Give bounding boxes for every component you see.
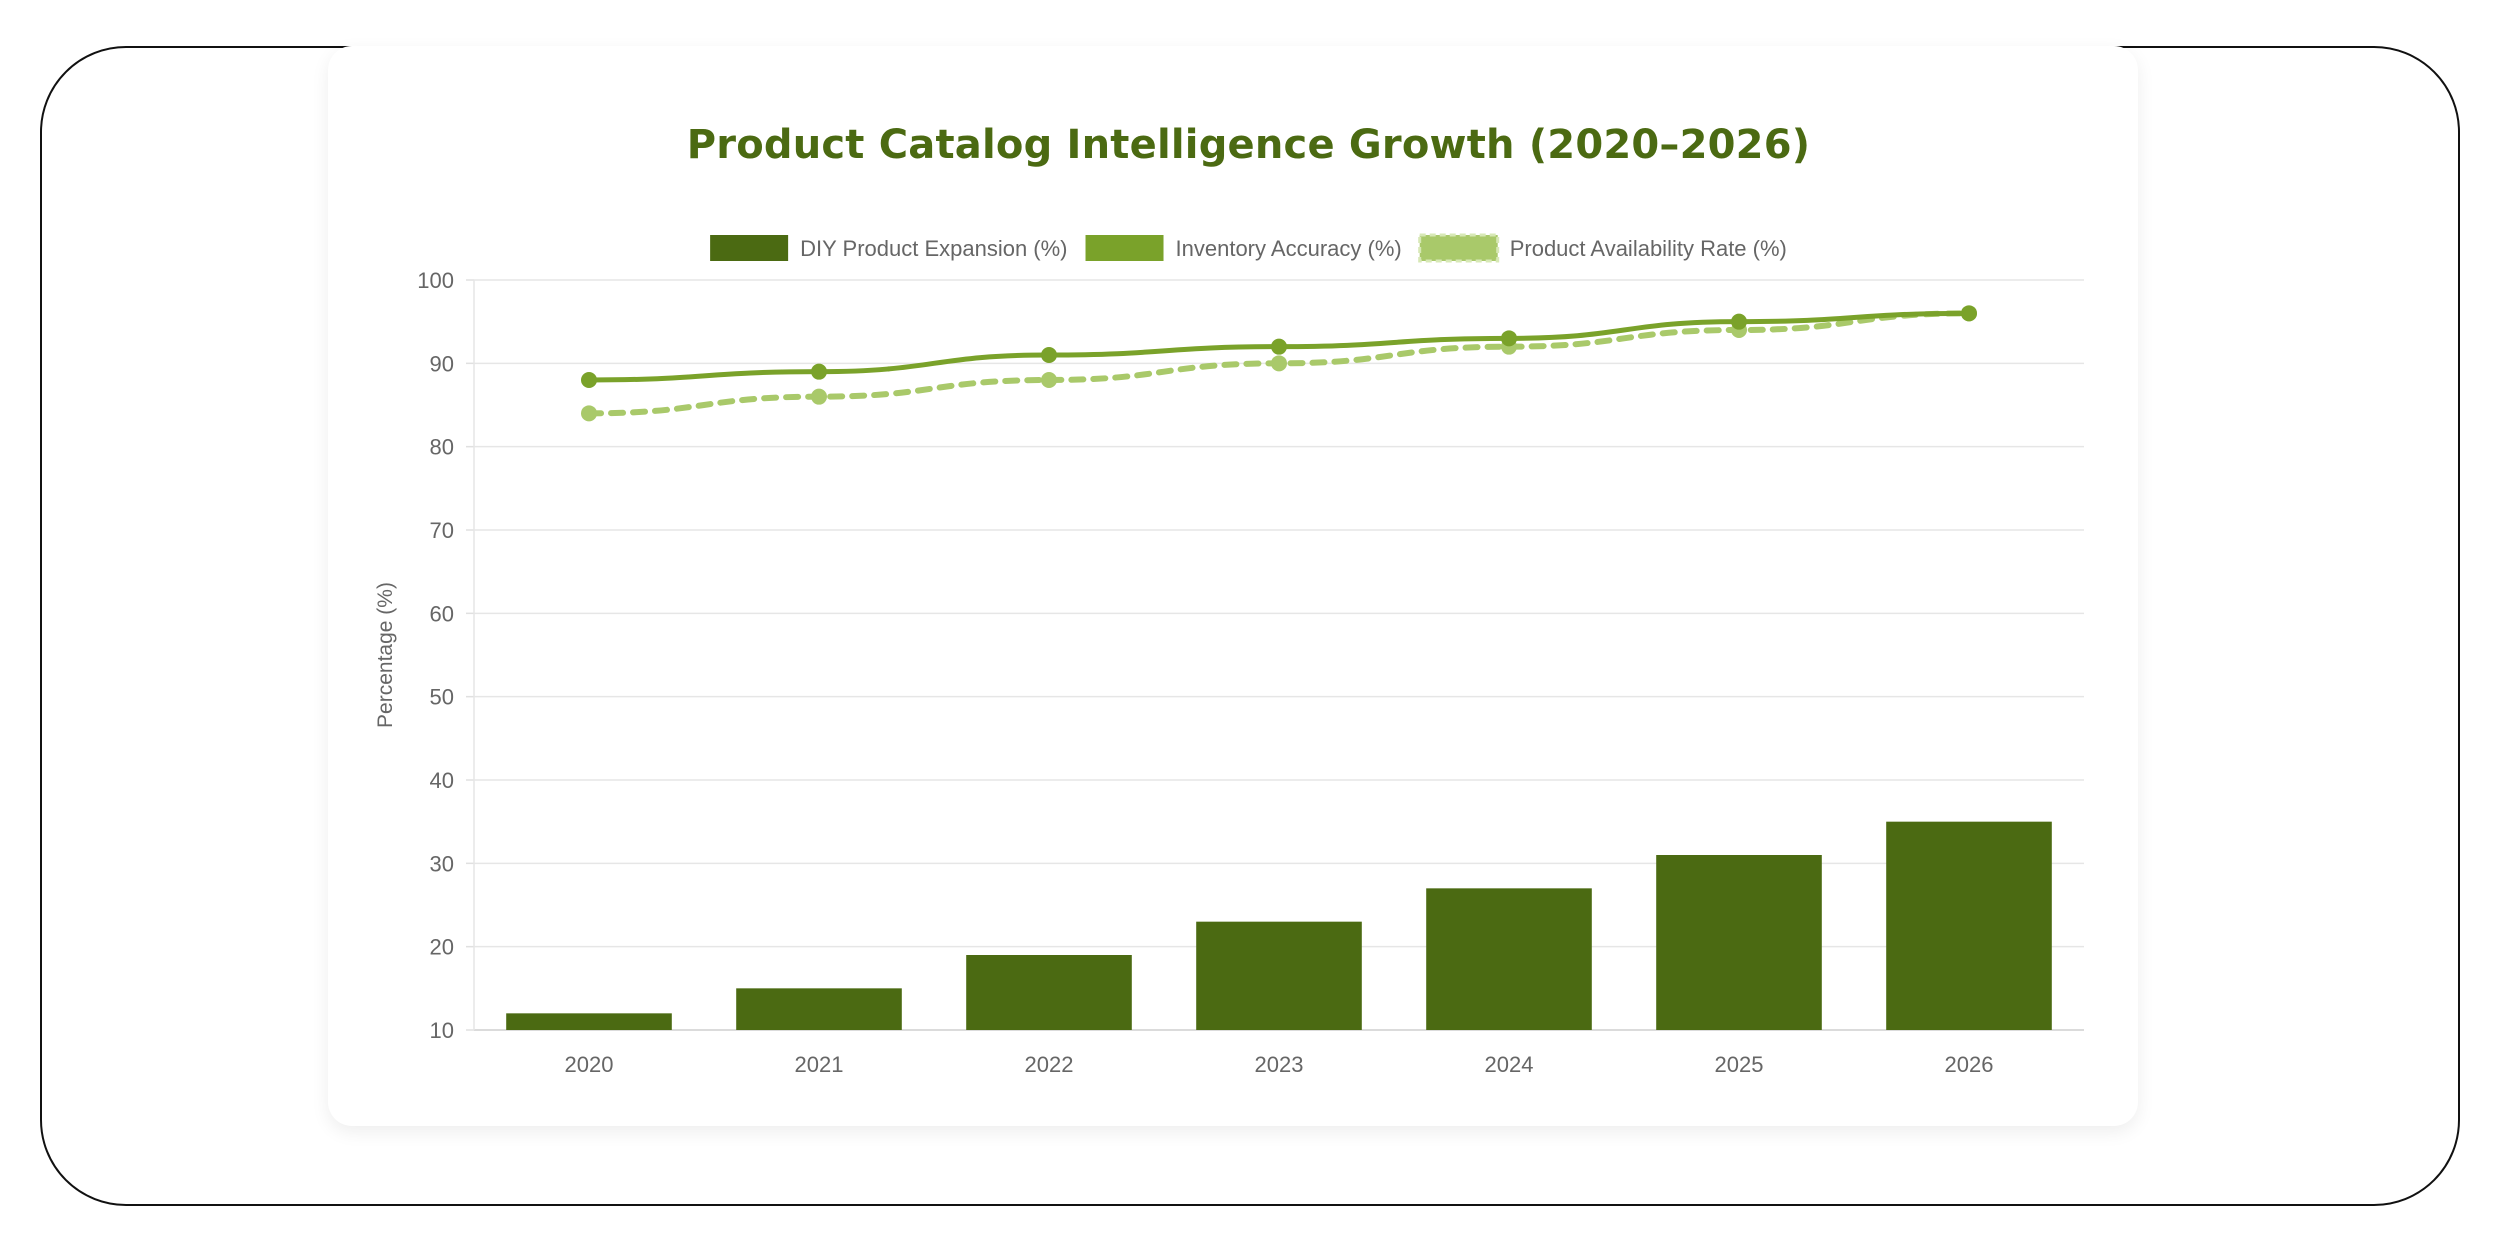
data-point bbox=[581, 372, 597, 388]
y-tick-label: 30 bbox=[430, 851, 454, 876]
data-point bbox=[1501, 330, 1517, 347]
bar bbox=[966, 955, 1132, 1030]
x-axis-ticks: 2020 2021 2022 2023 2024 2025 2026 bbox=[565, 1052, 1994, 1077]
x-tick-label: 2024 bbox=[1485, 1052, 1534, 1077]
legend-item: Inventory Accuracy (%) bbox=[1085, 235, 1402, 261]
data-point bbox=[1961, 305, 1977, 322]
legend-item: DIY Product Expansion (%) bbox=[710, 235, 1068, 261]
y-tick-label: 20 bbox=[430, 935, 454, 960]
line-series bbox=[581, 305, 1977, 422]
data-point bbox=[1731, 313, 1747, 330]
chart-title: Product Catalog Intelligence Growth (202… bbox=[686, 122, 1811, 168]
bar bbox=[1886, 821, 2052, 1030]
y-tick-label: 50 bbox=[430, 685, 454, 710]
data-point bbox=[1271, 355, 1287, 372]
bar bbox=[1196, 921, 1362, 1030]
bar bbox=[1426, 888, 1592, 1030]
y-tick-label: 40 bbox=[430, 768, 454, 793]
y-tick-label: 70 bbox=[430, 518, 454, 543]
y-tick-label: 10 bbox=[430, 1018, 454, 1043]
bar bbox=[506, 1013, 672, 1030]
y-axis-ticks: 10 20 30 40 50 60 70 80 90 100 bbox=[417, 268, 454, 1043]
data-point bbox=[1041, 372, 1057, 388]
x-tick-label: 2022 bbox=[1025, 1052, 1074, 1077]
bar-series bbox=[506, 821, 2052, 1030]
legend-swatch bbox=[1418, 233, 1500, 263]
y-tick-label: 60 bbox=[430, 601, 454, 626]
x-tick-label: 2021 bbox=[795, 1052, 844, 1077]
legend-item: Product Availability Rate (%) bbox=[1418, 233, 1787, 263]
y-tick-label: 90 bbox=[430, 351, 454, 376]
legend-label: DIY Product Expansion (%) bbox=[800, 236, 1067, 261]
bar bbox=[1656, 855, 1822, 1030]
x-tick-label: 2023 bbox=[1255, 1052, 1304, 1077]
gridlines bbox=[466, 279, 2084, 1031]
x-tick-label: 2025 bbox=[1715, 1052, 1764, 1077]
legend-swatch bbox=[710, 235, 789, 261]
x-tick-label: 2020 bbox=[565, 1052, 614, 1077]
data-point bbox=[581, 405, 597, 422]
y-tick-label: 80 bbox=[430, 435, 454, 460]
legend-label: Inventory Accuracy (%) bbox=[1176, 236, 1402, 261]
data-point bbox=[811, 388, 827, 405]
y-tick-label: 100 bbox=[417, 268, 454, 293]
bar bbox=[736, 988, 902, 1030]
legend-label: Product Availability Rate (%) bbox=[1510, 236, 1787, 261]
legend-swatch bbox=[1085, 235, 1164, 261]
data-point bbox=[1041, 347, 1057, 363]
data-point bbox=[1271, 338, 1287, 355]
x-tick-label: 2026 bbox=[1945, 1052, 1994, 1077]
data-point bbox=[811, 363, 827, 380]
legend: DIY Product Expansion (%) Inventory Accur… bbox=[710, 233, 1787, 263]
y-axis-label: Percentage (%) bbox=[374, 582, 397, 728]
